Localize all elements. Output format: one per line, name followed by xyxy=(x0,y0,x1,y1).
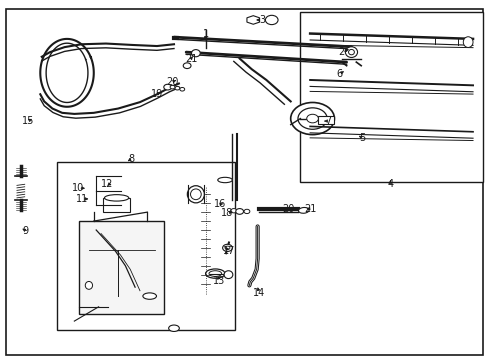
Circle shape xyxy=(175,86,180,90)
Text: 21: 21 xyxy=(304,203,316,213)
Ellipse shape xyxy=(298,207,308,213)
Text: 4: 4 xyxy=(386,179,393,189)
Bar xyxy=(318,116,333,124)
Bar xyxy=(300,12,482,182)
Ellipse shape xyxy=(190,189,201,200)
Text: 7: 7 xyxy=(325,116,330,126)
Text: 5: 5 xyxy=(358,133,365,143)
Text: 12: 12 xyxy=(101,179,113,189)
Ellipse shape xyxy=(205,269,224,278)
Ellipse shape xyxy=(217,177,232,183)
Text: 11: 11 xyxy=(75,194,87,204)
Bar xyxy=(57,162,234,330)
Ellipse shape xyxy=(462,37,472,48)
Circle shape xyxy=(224,246,229,249)
Text: 6: 6 xyxy=(336,69,342,79)
Ellipse shape xyxy=(85,282,92,289)
Circle shape xyxy=(297,108,326,129)
Ellipse shape xyxy=(348,49,354,55)
Circle shape xyxy=(163,84,171,90)
Circle shape xyxy=(170,85,175,89)
Text: 18: 18 xyxy=(221,208,233,218)
Text: 19: 19 xyxy=(150,89,163,99)
Text: 16: 16 xyxy=(214,199,226,209)
Text: 8: 8 xyxy=(128,154,135,163)
Text: 13: 13 xyxy=(213,276,225,286)
Ellipse shape xyxy=(142,293,156,299)
Ellipse shape xyxy=(191,50,200,57)
Text: 9: 9 xyxy=(22,226,29,236)
Text: 20: 20 xyxy=(282,203,294,213)
Text: 3: 3 xyxy=(259,15,264,25)
Bar xyxy=(79,221,164,314)
Bar xyxy=(103,198,130,212)
Text: 2: 2 xyxy=(338,48,344,58)
Text: 10: 10 xyxy=(72,183,84,193)
Ellipse shape xyxy=(208,271,221,276)
Ellipse shape xyxy=(224,271,232,279)
Polygon shape xyxy=(246,16,259,24)
Text: 17: 17 xyxy=(223,246,235,256)
Circle shape xyxy=(244,209,249,213)
Ellipse shape xyxy=(187,186,204,203)
Ellipse shape xyxy=(104,195,128,201)
Ellipse shape xyxy=(168,325,179,332)
Text: 14: 14 xyxy=(252,288,264,297)
Ellipse shape xyxy=(345,47,357,58)
Circle shape xyxy=(230,208,236,213)
Text: 15: 15 xyxy=(22,116,34,126)
Text: 21: 21 xyxy=(184,54,197,64)
Circle shape xyxy=(265,15,278,24)
Circle shape xyxy=(222,244,232,251)
Circle shape xyxy=(180,87,184,91)
Circle shape xyxy=(235,208,243,214)
Text: 1: 1 xyxy=(202,29,208,39)
Circle shape xyxy=(306,114,318,123)
Circle shape xyxy=(290,103,334,135)
Text: 20: 20 xyxy=(166,77,178,87)
Circle shape xyxy=(183,63,191,68)
